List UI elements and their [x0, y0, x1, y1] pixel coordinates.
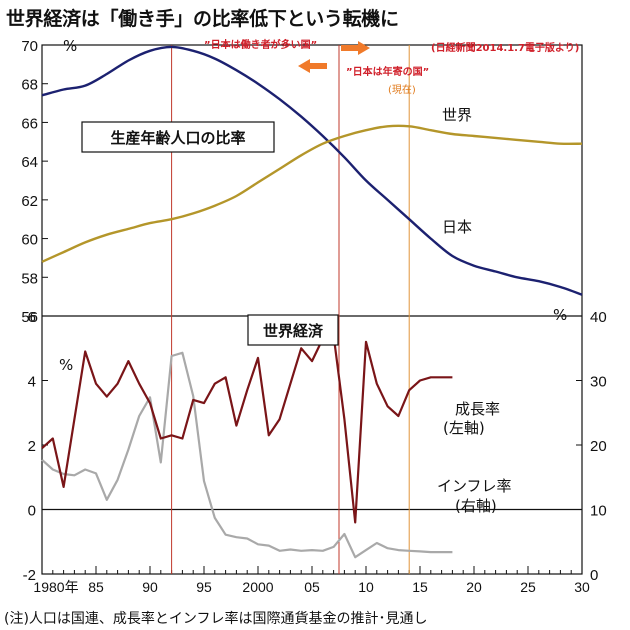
top-y-tick-label: 60: [21, 232, 38, 249]
right-y-tick-label: 40: [590, 309, 607, 326]
x-tick-label: 10: [358, 579, 374, 595]
bottom-left-y-unit: %: [59, 356, 73, 374]
bottom-panel-box: [247, 314, 339, 346]
top-y-unit: %: [63, 37, 77, 55]
annotation-aged-era: ”日本は年寄の国”: [346, 65, 429, 78]
top-y-tick-label: 62: [21, 193, 38, 210]
series-inflation-line: [41, 351, 453, 559]
legend-inflation: インフレ率: [437, 477, 512, 495]
legend-inflation-axis: (右軸): [455, 497, 497, 515]
arrow-right-icon: [341, 41, 370, 55]
top-y-tick-label: 56: [21, 309, 38, 326]
legend-japan: 日本: [442, 218, 472, 236]
left-y-tick-label: 0: [28, 503, 36, 520]
top-y-tick-label: 64: [21, 154, 38, 171]
top-y-tick-label: 66: [21, 115, 38, 132]
left-y-tick-label: -2: [23, 567, 36, 584]
series-world-line: [41, 124, 583, 263]
x-tick-label: 2000: [242, 579, 273, 595]
legend-growth-axis: (左軸): [443, 419, 485, 437]
top-y-tick-label: 58: [21, 270, 38, 287]
left-y-tick-label: 6: [28, 309, 36, 326]
series-japan-line: [41, 45, 583, 296]
legend-world: 世界: [442, 106, 472, 124]
x-tick-label: 1980年: [33, 579, 78, 595]
top-panel-box: [81, 121, 275, 153]
top-panel-label: 生産年齢人口の比率: [110, 129, 245, 147]
x-tick-label: 85: [88, 579, 104, 595]
bottom-panel-label: 世界経済: [263, 322, 324, 340]
x-tick-label: 20: [466, 579, 482, 595]
top-y-tick-label: 70: [21, 38, 38, 55]
chart-axes: [41, 44, 583, 575]
footnote: (注)人口は国連、成長率とインフレ率は国際通貨基金の推計･見通し: [4, 611, 428, 627]
bottom-panel-series: [41, 334, 453, 559]
series-growth-line: [41, 334, 453, 524]
chart-title: 世界経済は「働き手」の比率低下という転機に: [6, 8, 399, 30]
left-y-tick-label: 4: [28, 374, 36, 391]
right-y-tick-label: 10: [590, 503, 607, 520]
annotation-worker-era: ”日本は働き者が多い国”: [204, 38, 317, 51]
top-y-tick-label: 68: [21, 77, 38, 94]
x-tick-label: 90: [142, 579, 158, 595]
x-tick-label: 15: [412, 579, 428, 595]
right-y-tick-label: 30: [590, 374, 607, 391]
right-y-tick-label: 20: [590, 438, 607, 455]
x-tick-label: 95: [196, 579, 212, 595]
annotation-now: (現在): [388, 84, 416, 96]
legend-growth: 成長率: [455, 400, 500, 418]
right-y-tick-label: 0: [590, 567, 598, 584]
top-panel-series: [41, 45, 583, 296]
bottom-right-y-unit: %: [553, 306, 567, 324]
x-tick-label: 25: [520, 579, 536, 595]
x-tick-label: 05: [304, 579, 320, 595]
x-tick-label: 30: [574, 579, 590, 595]
left-y-tick-label: 2: [28, 438, 36, 455]
annotation-source: (日経新聞2014.1.7電子版より): [431, 41, 579, 54]
arrow-left-icon: [298, 59, 327, 73]
